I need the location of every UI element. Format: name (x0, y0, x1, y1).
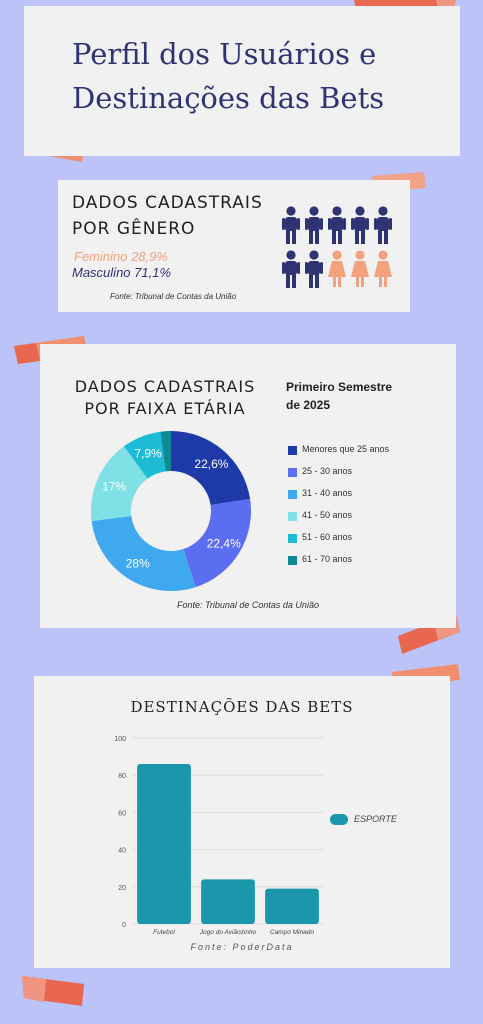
donut-slice-3 (91, 446, 148, 522)
page-title: Perfil dos Usuários e Destinações das Be… (72, 37, 385, 115)
bets-legend-label: ESPORTE (354, 814, 397, 824)
bets-legend-swatch (330, 814, 348, 825)
bar-1 (201, 879, 255, 924)
donut-label-0: 22,6% (194, 457, 228, 471)
x-tick-label: Jogo do Aviãozinho (199, 929, 257, 936)
age-subtitle-line2: de 2025 (286, 398, 331, 412)
legend-label: 41 - 50 anos (302, 510, 353, 520)
donut-slice-2 (91, 516, 196, 591)
age-legend-item: 31 - 40 anos (288, 488, 448, 500)
bets-legend: ESPORTE (330, 812, 440, 828)
legend-label: 61 - 70 anos (302, 554, 353, 564)
gender-title-line2: POR GÊNERO (72, 219, 196, 239)
gender-title: DADOS CADASTRAIS POR GÊNERO (72, 190, 263, 242)
donut-label-3: 17% (102, 479, 126, 493)
age-source: Fonte: Tribunal de Contas da União (177, 600, 319, 610)
legend-label: Menores que 25 anos (302, 444, 390, 454)
x-tick-label: Futebol (153, 929, 175, 936)
bar-2 (265, 888, 319, 924)
age-title-line1: DADOS CADASTRAIS (74, 377, 256, 396)
y-tick-label: 60 (118, 810, 126, 817)
legend-swatch (288, 446, 297, 455)
x-tick-label: Campo Minado (270, 929, 314, 936)
age-title: DADOS CADASTRAIS POR FAIXA ETÁRIA (40, 376, 290, 420)
age-legend-item: Menores que 25 anos (288, 444, 448, 456)
donut-label-4: 7,9% (134, 446, 162, 460)
bets-bar-chart: 0 20 40 60 80 100 Futebol Jogo do Aviãozinho Cam… (114, 736, 324, 936)
legend-swatch (288, 512, 297, 521)
age-card: DADOS CADASTRAIS POR FAIXA ETÁRIA Primei… (40, 344, 456, 628)
age-legend-item: 41 - 50 anos (288, 510, 448, 522)
donut-slice-0 (171, 431, 251, 505)
legend-swatch (288, 468, 297, 477)
female-person-icon (374, 250, 392, 287)
gender-card: DADOS CADASTRAIS POR GÊNERO Feminino 28,… (58, 180, 410, 312)
masculino-stat: Masculino 71,1% (72, 265, 171, 280)
legend-swatch (288, 556, 297, 565)
age-donut-chart: 22,6% 22,4% 28% 17% 7,9% (91, 431, 251, 591)
age-title-line2: POR FAIXA ETÁRIA (84, 399, 246, 418)
y-tick-label: 80 (118, 773, 126, 780)
bets-card: DESTINAÇÕES DAS BETS 0 20 40 60 80 100 Futebol… (34, 676, 450, 968)
bets-title: DESTINAÇÕES DAS BETS (130, 698, 354, 716)
bets-source: Fonte: PoderData (190, 942, 294, 952)
people-icons (282, 206, 392, 288)
male-person-icon (305, 250, 323, 288)
donut-slice-4 (123, 431, 166, 479)
tape-bottom-left (22, 976, 84, 1006)
male-person-icon (374, 206, 392, 244)
age-subtitle: Primeiro Semestre de 2025 (286, 378, 426, 414)
legend-swatch (288, 534, 297, 543)
male-person-icon (305, 206, 323, 244)
legend-label: 31 - 40 anos (302, 488, 353, 498)
donut-label-1: 22,4% (207, 537, 241, 551)
y-tick-label: 20 (118, 885, 126, 892)
legend-label: 51 - 60 anos (302, 532, 353, 542)
gender-title-line1: DADOS CADASTRAIS (72, 193, 263, 213)
age-legend-item: 61 - 70 anos (288, 554, 448, 566)
female-person-icon (328, 250, 346, 287)
donut-label-2: 28% (126, 556, 150, 570)
age-legend-item: 51 - 60 anos (288, 532, 448, 544)
bar-0 (137, 764, 191, 924)
y-tick-label: 0 (122, 922, 126, 929)
y-tick-label: 40 (118, 848, 126, 855)
legend-swatch (288, 490, 297, 499)
age-legend-item: 25 - 30 anos (288, 466, 448, 478)
y-tick-label: 100 (114, 736, 126, 743)
donut-slice-5 (160, 431, 171, 472)
male-person-icon (328, 206, 346, 244)
female-person-icon (351, 250, 369, 287)
legend-label: 25 - 30 anos (302, 466, 353, 476)
donut-slice-1 (183, 498, 251, 588)
male-person-icon (351, 206, 369, 244)
gender-source: Fonte: Tribunal de Contas da União (110, 292, 237, 301)
male-person-icon (282, 250, 300, 288)
feminino-stat: Feminino 28,9% (74, 249, 168, 264)
title-card: Perfil dos Usuários e Destinações das Be… (24, 6, 460, 156)
age-subtitle-line1: Primeiro Semestre (286, 380, 393, 394)
male-person-icon (282, 206, 300, 244)
